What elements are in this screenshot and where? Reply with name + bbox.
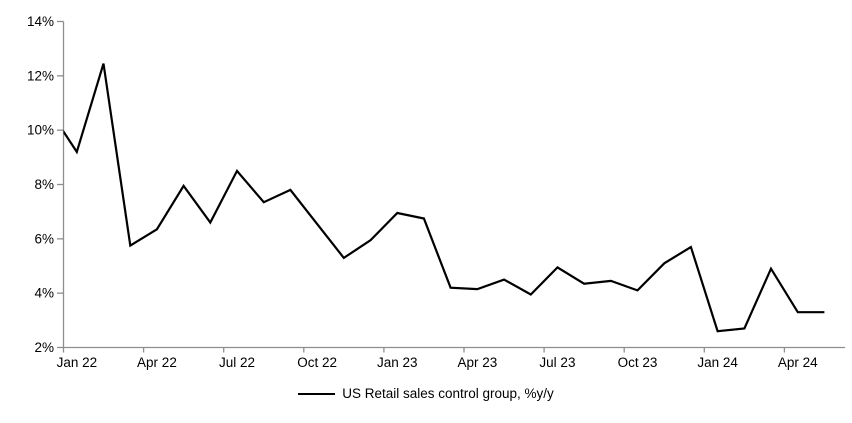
chart-legend: US Retail sales control group, %y/y — [0, 386, 852, 401]
x-axis-label: Oct 23 — [618, 355, 658, 370]
x-axis-label: Jul 23 — [539, 355, 575, 370]
x-axis-label: Jan 22 — [57, 355, 98, 370]
x-axis-label: Oct 22 — [297, 355, 337, 370]
y-axis-label: 4% — [34, 286, 54, 301]
y-axis-label: 12% — [27, 68, 54, 83]
legend-label: US Retail sales control group, %y/y — [342, 386, 554, 401]
y-axis-label: 2% — [34, 340, 54, 355]
y-axis-label: 14% — [27, 14, 54, 29]
x-axis-label: Jan 24 — [697, 355, 738, 370]
x-axis-label: Jan 23 — [377, 355, 418, 370]
x-axis-label: Jul 22 — [219, 355, 255, 370]
y-axis-label: 6% — [34, 231, 54, 246]
y-axis-label: 8% — [34, 177, 54, 192]
y-axis-label: 10% — [27, 123, 54, 138]
x-axis-label: Apr 22 — [137, 355, 177, 370]
series-line — [63, 63, 825, 333]
x-axis-label: Apr 24 — [778, 355, 818, 370]
x-axis-label: Apr 23 — [457, 355, 497, 370]
legend-line-marker — [298, 392, 336, 395]
